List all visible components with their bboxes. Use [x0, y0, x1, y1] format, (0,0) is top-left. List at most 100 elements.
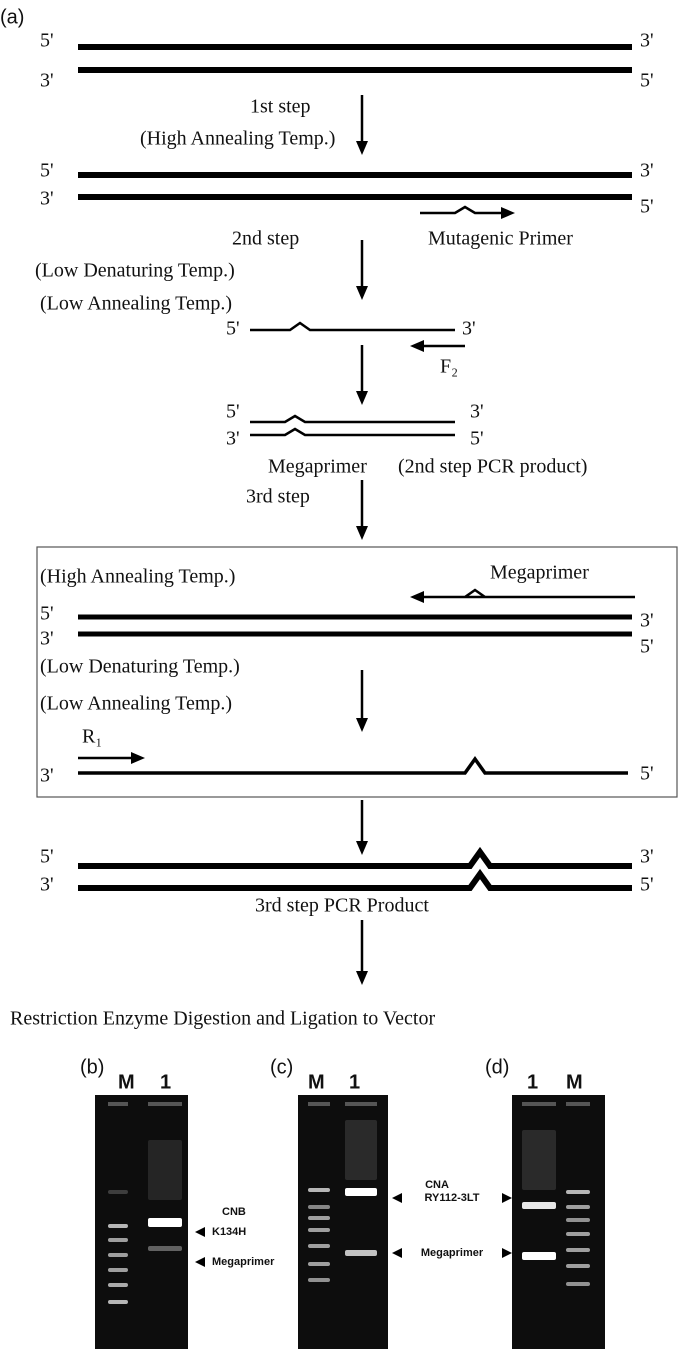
- band: [108, 1224, 128, 1228]
- band: [108, 1283, 128, 1287]
- well: [308, 1102, 330, 1106]
- step-condition: (High Annealing Temp.): [40, 566, 235, 588]
- band: [308, 1244, 330, 1248]
- band: [308, 1278, 330, 1282]
- dna-strand: [78, 846, 632, 869]
- band: [308, 1216, 330, 1220]
- end-label: 5': [470, 428, 484, 450]
- end-label: 5': [40, 30, 54, 52]
- band: [345, 1250, 377, 1256]
- band-label: RY112-3LT: [424, 1192, 479, 1204]
- end-label: 3': [40, 188, 54, 210]
- megaprimer-label: Megaprimer: [490, 562, 589, 584]
- end-label: 3': [40, 874, 54, 896]
- end-label: 5': [40, 160, 54, 182]
- band: [345, 1188, 377, 1196]
- end-label: 3': [640, 846, 654, 868]
- band: [108, 1253, 128, 1257]
- end-label: 5': [640, 636, 654, 658]
- lane-label: M: [308, 1071, 325, 1093]
- step-condition: (Low Denaturing Temp.): [35, 260, 235, 282]
- band-pointer: [195, 1227, 205, 1237]
- band: [566, 1282, 590, 1286]
- end-label: 3': [40, 628, 54, 650]
- band: [566, 1248, 590, 1252]
- band: [148, 1218, 182, 1227]
- gel: [512, 1095, 605, 1349]
- band: [308, 1228, 330, 1232]
- well: [108, 1102, 128, 1106]
- end-label: 3': [40, 70, 54, 92]
- step-title: 3rd step: [246, 486, 310, 508]
- diagram-shapes: [78, 44, 635, 1349]
- arrow-head: [410, 591, 424, 603]
- end-label: 5': [640, 70, 654, 92]
- band: [522, 1130, 556, 1190]
- band: [108, 1268, 128, 1272]
- primer-label: R₁: [82, 726, 102, 748]
- lane-label: 1: [349, 1071, 360, 1093]
- step-title: 1st step: [250, 96, 311, 118]
- well: [522, 1102, 556, 1106]
- megaprimer-label: Megaprimer: [268, 456, 367, 478]
- step-condition: (Low Annealing Temp.): [40, 293, 232, 315]
- band: [566, 1264, 590, 1268]
- step-title: 2nd step: [232, 228, 299, 250]
- arrow-head: [356, 971, 368, 985]
- arrow-head: [356, 286, 368, 300]
- product-label: 3rd step PCR Product: [255, 895, 429, 917]
- panel-label: (d): [485, 1056, 509, 1078]
- dna-strand: [250, 427, 455, 437]
- lane-label: 1: [160, 1071, 171, 1093]
- step3-box: [36, 546, 678, 798]
- end-label: 3': [470, 401, 484, 423]
- band-pointer: [195, 1257, 205, 1267]
- end-label: 5': [226, 318, 240, 340]
- band-label: Megaprimer: [212, 1256, 275, 1268]
- end-label: 3': [640, 610, 654, 632]
- band-pointer: [392, 1193, 402, 1203]
- end-label: 5': [640, 763, 654, 785]
- dna-strand: [250, 321, 455, 332]
- well: [566, 1102, 590, 1106]
- band-label: K134H: [212, 1226, 246, 1238]
- dna-strand: [420, 205, 505, 215]
- well: [148, 1102, 182, 1106]
- band: [308, 1205, 330, 1209]
- band: [522, 1202, 556, 1209]
- dna-strand: [78, 755, 628, 775]
- band: [108, 1190, 128, 1194]
- arrow-head: [131, 752, 145, 764]
- band: [108, 1300, 128, 1304]
- arrow-head: [501, 207, 515, 219]
- final-step: Restriction Enzyme Digestion and Ligatio…: [10, 1008, 435, 1030]
- lane-label: M: [118, 1071, 135, 1093]
- end-label: 3': [462, 318, 476, 340]
- band: [566, 1232, 590, 1236]
- arrow-head: [356, 141, 368, 155]
- band: [148, 1246, 182, 1251]
- primer-label: Mutagenic Primer: [428, 228, 573, 250]
- band: [566, 1205, 590, 1209]
- band: [345, 1120, 377, 1180]
- end-label: 3': [226, 428, 240, 450]
- end-label: 5': [40, 603, 54, 625]
- lane-label: M: [566, 1071, 583, 1093]
- arrow-head: [356, 391, 368, 405]
- gel: [298, 1095, 388, 1349]
- arrow-head: [356, 526, 368, 540]
- band: [148, 1140, 182, 1200]
- step-condition: (Low Denaturing Temp.): [40, 656, 240, 678]
- band: [566, 1190, 590, 1194]
- band-pointer: [502, 1193, 512, 1203]
- band-label: CNA: [425, 1179, 449, 1191]
- band: [308, 1188, 330, 1192]
- end-label: 5': [226, 401, 240, 423]
- dna-strand: [420, 588, 635, 599]
- end-label: 5': [640, 874, 654, 896]
- dna-strand: [78, 868, 632, 891]
- panel-label: (b): [80, 1056, 104, 1078]
- well: [345, 1102, 377, 1106]
- primer-label: F₂: [440, 356, 458, 378]
